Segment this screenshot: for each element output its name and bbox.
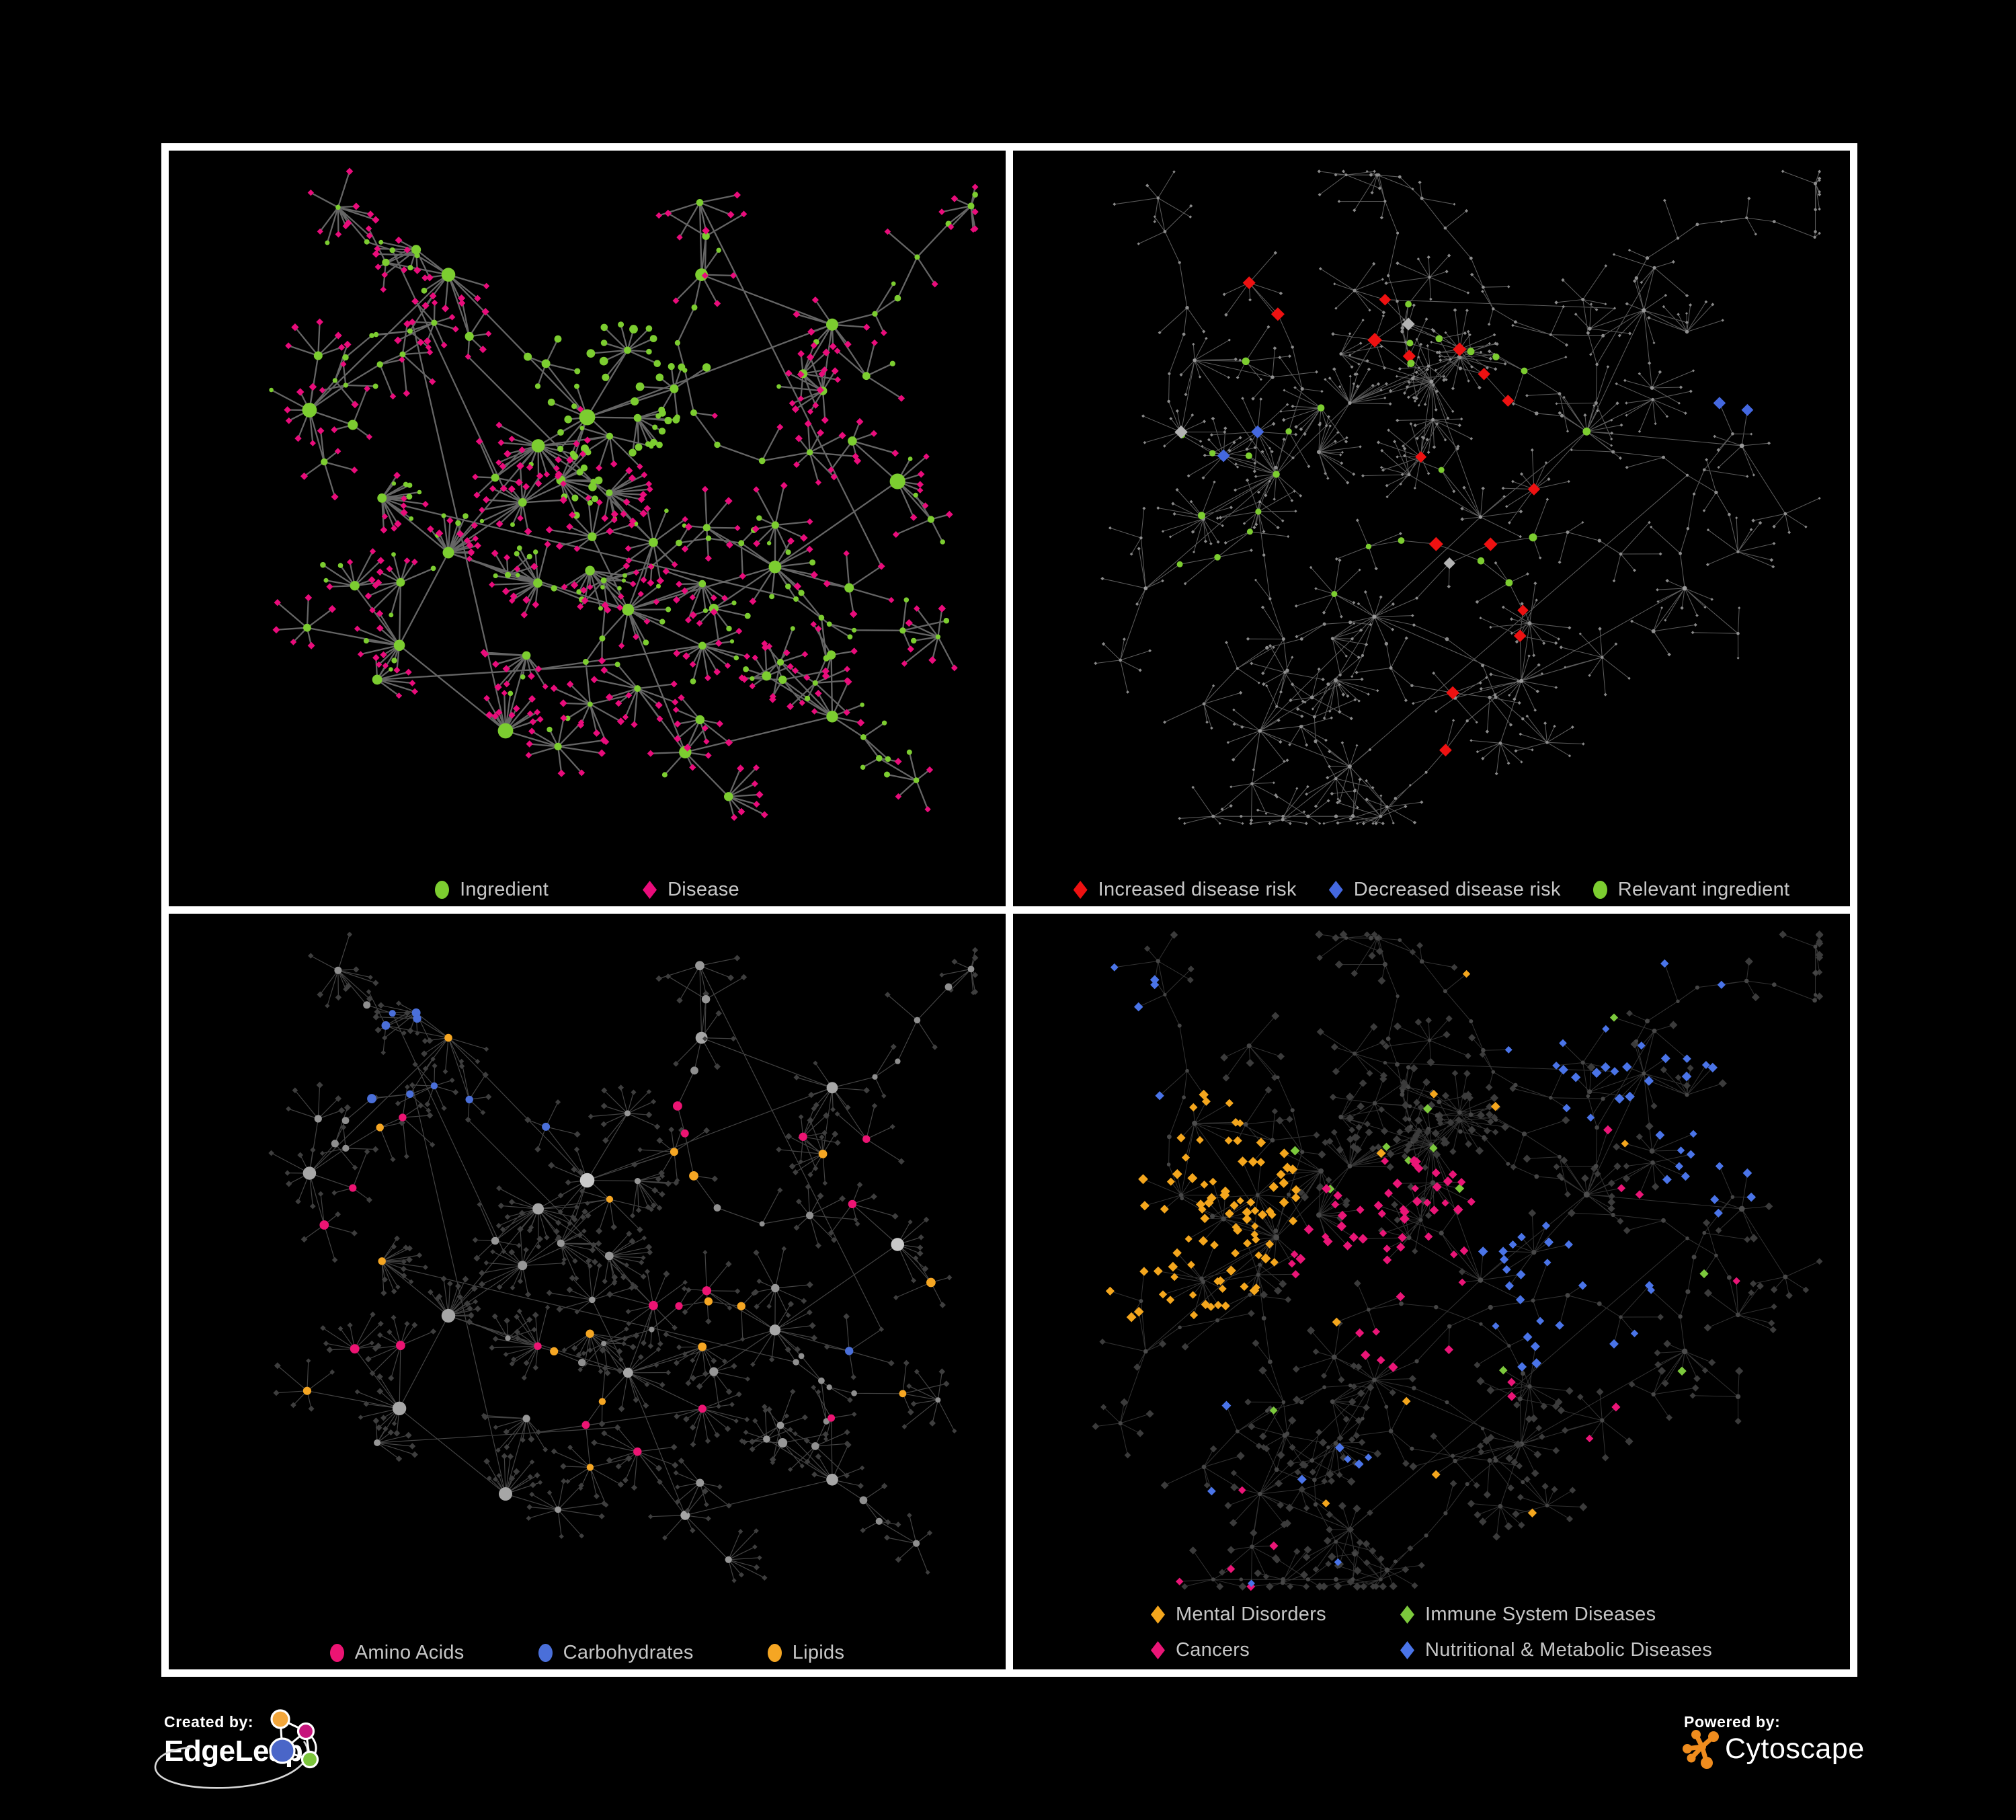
powered-by-label: Powered by: xyxy=(1684,1713,1781,1731)
legend-label: Cancers xyxy=(1175,1639,1250,1661)
relevant-ingredient-circle-marker-icon xyxy=(1592,881,1607,899)
nutritional-metabolic-diseases-diamond-marker-icon xyxy=(1400,1641,1414,1659)
legend-item-carbohydrates: Carbohydrates xyxy=(538,1642,694,1664)
disease-categories-network xyxy=(1092,930,1824,1591)
created-by-label: Created by: xyxy=(164,1713,254,1731)
network-nodes xyxy=(1092,930,1824,1591)
edgeleap-green-node-icon xyxy=(300,1750,319,1769)
network-edges xyxy=(1095,171,1820,824)
legend-label: Disease xyxy=(668,879,739,900)
legend-item-amino-acids: Amino Acids xyxy=(329,1642,465,1664)
legend-item-cancers: Cancers xyxy=(1150,1639,1326,1661)
legend-item-ingredient: Ingredient xyxy=(435,879,549,901)
amino-acids-circle-marker-icon xyxy=(329,1644,344,1662)
disease-categories-legend: Mental Disorders Cancers Immune System Dis… xyxy=(1013,1604,1850,1661)
panel-disease-risk: Increased disease risk Decreased disease … xyxy=(1013,151,1850,906)
legend-label: Decreased disease risk xyxy=(1353,879,1561,900)
highlight-nodes xyxy=(1105,970,1629,1517)
network-nodes xyxy=(268,931,979,1583)
legend-label: Immune System Diseases xyxy=(1424,1604,1656,1625)
network-edges xyxy=(270,170,976,819)
legend-label: Amino Acids xyxy=(354,1642,465,1663)
panel-nutrient-classes: Amino Acids Carbohydrates Lipids xyxy=(169,914,1006,1669)
legend-item-mental-disorders: Mental Disorders xyxy=(1150,1604,1326,1626)
lipids-circle-marker-icon xyxy=(767,1644,782,1662)
legend-item-lipids: Lipids xyxy=(767,1642,845,1664)
mental-disorders-diamond-marker-icon xyxy=(1150,1606,1165,1624)
carbohydrates-circle-marker-icon xyxy=(538,1644,553,1662)
edgeleap-swoosh-icon xyxy=(154,1741,309,1789)
ingredient-disease-network xyxy=(269,167,979,821)
disease-risk-network xyxy=(1094,169,1822,826)
immune-system-diseases-diamond-marker-icon xyxy=(1400,1606,1414,1624)
network-nodes xyxy=(1094,169,1822,826)
ingredient-circle-marker-icon xyxy=(435,881,450,899)
edgeleap-magenta-node-icon xyxy=(296,1722,315,1741)
disease-diamond-marker-icon xyxy=(643,881,657,899)
legend-item-disease: Disease xyxy=(643,879,739,901)
legend-label: Lipids xyxy=(792,1642,845,1663)
network-grid: Ingredient Disease Increased disease risk… xyxy=(161,143,1857,1677)
legend-label: Increased disease risk xyxy=(1098,879,1297,900)
increased-disease-risk-diamond-marker-icon xyxy=(1073,881,1088,899)
legend-label: Relevant ingredient xyxy=(1617,879,1790,900)
legend-item-increased-disease-risk: Increased disease risk xyxy=(1073,879,1297,901)
legend-item-relevant-ingredient: Relevant ingredient xyxy=(1592,879,1790,901)
decreased-disease-risk-diamond-marker-icon xyxy=(1328,881,1343,899)
nutrient-classes-network xyxy=(268,931,979,1583)
panel-disease-categories: Mental Disorders Cancers Immune System Dis… xyxy=(1013,914,1850,1669)
disease-risk-legend: Increased disease risk Decreased disease … xyxy=(1013,879,1850,901)
highlight-nodes xyxy=(1110,959,1757,1587)
edgeleap-logo xyxy=(154,1709,319,1789)
cytoscape-brand-text: Cytoscape xyxy=(1725,1733,1865,1765)
network-edges xyxy=(271,934,976,1581)
network-nodes xyxy=(579,1173,904,1251)
legend-label: Nutritional & Metabolic Diseases xyxy=(1424,1639,1713,1661)
legend-label: Ingredient xyxy=(460,879,549,900)
cytoscape-logo-nodes-icon xyxy=(1683,1730,1719,1769)
legend-label: Mental Disorders xyxy=(1175,1604,1326,1625)
legend-item-decreased-disease-risk: Decreased disease risk xyxy=(1328,879,1561,901)
cytoscape-logo xyxy=(1683,1730,1719,1769)
edgeleap-blue-node-icon xyxy=(269,1737,296,1764)
nutrient-classes-legend: Amino Acids Carbohydrates Lipids xyxy=(169,1642,1006,1664)
legend-item-nutritional-metabolic-diseases: Nutritional & Metabolic Diseases xyxy=(1400,1639,1712,1661)
edgeleap-network-nodes-icon xyxy=(269,1709,319,1769)
ingredient-disease-legend: Ingredient Disease xyxy=(169,879,1006,901)
network-nodes xyxy=(269,192,978,801)
legend-item-immune-system-diseases: Immune System Diseases xyxy=(1400,1604,1712,1626)
network-nodes xyxy=(331,965,975,1547)
cytoscape-logo-edges-icon xyxy=(1685,1732,1716,1766)
cancers-diamond-marker-icon xyxy=(1150,1641,1165,1659)
panel-ingredient-disease: Ingredient Disease xyxy=(169,151,1006,906)
highlight-nodes xyxy=(1242,276,1541,757)
network-edges xyxy=(1095,934,1820,1587)
edgeleap-orange-node-icon xyxy=(270,1709,290,1729)
legend-label: Carbohydrates xyxy=(563,1642,694,1663)
